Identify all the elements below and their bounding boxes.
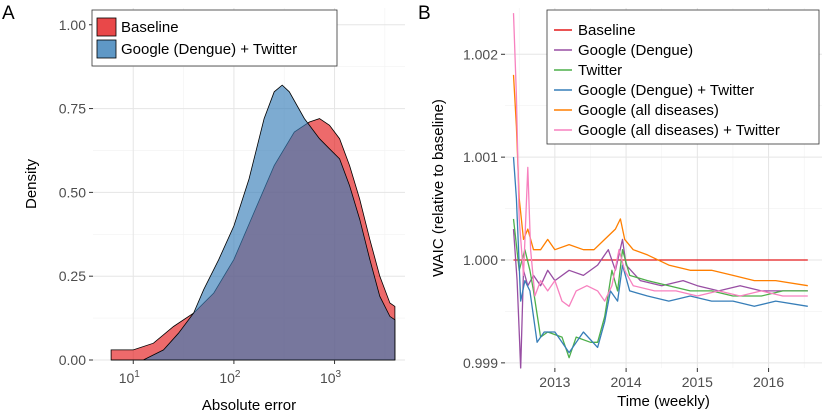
y-tick-label-b: 1.000: [463, 252, 498, 268]
series-line-google-all-diseases: [512, 74, 808, 287]
panel-label-b: B: [418, 3, 431, 24]
x-axis-title-a: Absolute error: [202, 397, 296, 414]
y-tick-label-a: 0.00: [59, 352, 86, 368]
y-tick-label-b: 0.999: [463, 355, 498, 371]
x-tick-exponent: 3: [336, 369, 342, 380]
x-tick-label-a: 101: [119, 369, 141, 386]
x-axis-title-b: Time (weekly): [617, 393, 710, 410]
density-area-google-dengue-twitter: [111, 84, 396, 361]
legend-box-b: [546, 9, 820, 145]
legend-label-baseline: Baseline: [121, 19, 179, 36]
panel-label-a: A: [2, 3, 15, 24]
legend-b: Baseline Google (Dengue) Twitter Google (De…: [546, 9, 820, 145]
legend-label-twitter: Twitter: [578, 62, 622, 79]
legend-label-google-dengue: Google (Dengue): [578, 42, 693, 59]
x-tick-label-a: 102: [219, 369, 241, 386]
legend-label-google-dengue-twitter: Google (Dengue) + Twitter: [578, 82, 754, 99]
y-tick-label-a: 0.50: [59, 184, 86, 200]
x-tick-label-b: 2013: [539, 374, 570, 390]
x-tick-exponent: 2: [235, 369, 241, 380]
legend-a: Baseline Google (Dengue) + Twitter: [91, 9, 338, 67]
legend-label-google-all-diseases-twitter: Google (all diseases) + Twitter: [578, 122, 780, 139]
x-tick-label-a: 103: [320, 369, 342, 386]
x-tick-base: 10: [320, 370, 336, 386]
y-tick-label-a: 1.00: [59, 17, 86, 33]
y-axis-title-b: WAIC (relative to baseline): [430, 99, 447, 277]
x-tick-label-b: 2014: [611, 374, 642, 390]
x-tick-base: 10: [119, 370, 135, 386]
y-tick-label-a: 0.25: [59, 268, 86, 284]
y-tick-label-a: 0.75: [59, 101, 86, 117]
legend-label-google-dengue-twitter: Google (Dengue) + Twitter: [121, 41, 297, 58]
x-tick-label-b: 2015: [682, 374, 713, 390]
x-tick-base: 10: [219, 370, 235, 386]
y-tick-label-b: 1.001: [463, 149, 498, 165]
legend-label-google-all-diseases: Google (all diseases): [578, 102, 719, 119]
x-tick-exponent: 1: [134, 369, 140, 380]
waic-chart: 0.999 1.000 1.001 1.002 2013 2014 2015 2016 Time…: [430, 8, 822, 410]
legend-box-a: [91, 9, 338, 67]
y-tick-label-b: 1.002: [463, 46, 498, 62]
series-line-twitter: [512, 218, 808, 359]
series-line-google-all-diseases-twitter: [512, 13, 808, 307]
legend-label-baseline: Baseline: [578, 22, 636, 39]
legend-key-baseline: [96, 17, 117, 37]
x-tick-label-b: 2016: [753, 374, 784, 390]
y-axis-title-a: Density: [23, 158, 40, 209]
series-line-google-dengue-twitter: [512, 157, 808, 354]
legend-key-google-dengue-twitter: [96, 39, 117, 59]
